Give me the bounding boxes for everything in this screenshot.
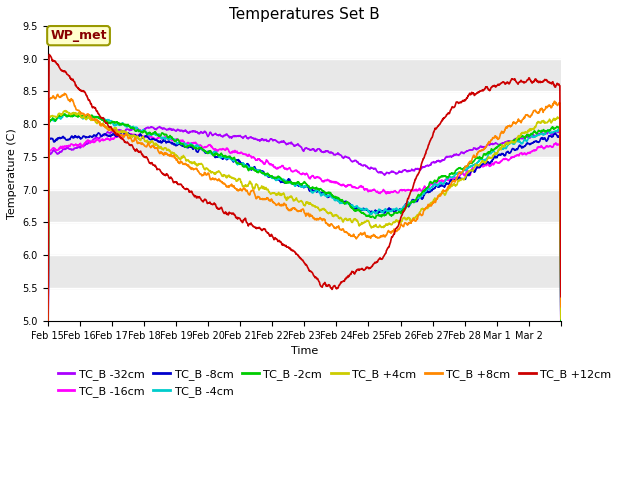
Title: Temperatures Set B: Temperatures Set B — [229, 7, 380, 22]
Bar — [48, 59, 561, 91]
Bar — [48, 190, 561, 223]
X-axis label: Time: Time — [291, 346, 318, 356]
Y-axis label: Temperature (C): Temperature (C) — [7, 128, 17, 219]
Bar — [48, 255, 561, 288]
Bar — [48, 124, 561, 157]
Text: WP_met: WP_met — [51, 29, 107, 42]
Legend: TC_B -32cm, TC_B -16cm, TC_B -8cm, TC_B -4cm, TC_B -2cm, TC_B +4cm, TC_B +8cm, T: TC_B -32cm, TC_B -16cm, TC_B -8cm, TC_B … — [53, 365, 616, 401]
